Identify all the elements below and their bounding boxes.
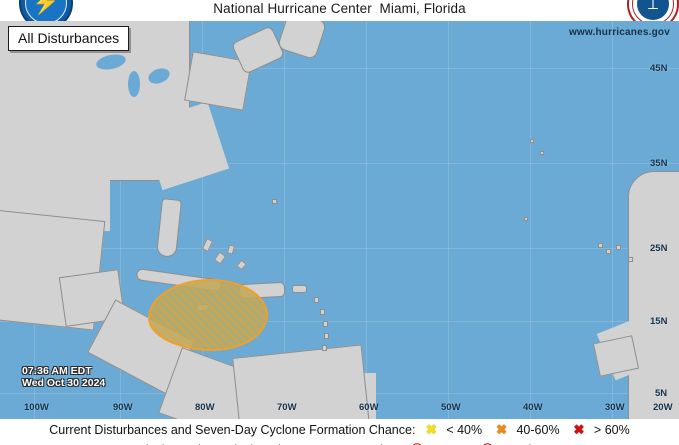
timestamp-time: 07:36 AM EDT: [22, 365, 92, 377]
disturbance-area-caribbean[interactable]: [148, 279, 268, 351]
landmass-antilles-3: [323, 321, 328, 327]
gridline-lat-45n: [0, 68, 679, 69]
depression-dot-icon: ●: [316, 443, 324, 445]
landmass-bahamas-1: [201, 238, 214, 252]
gridline-lon-40w: [530, 21, 531, 419]
gridline-lat-35n: [0, 163, 679, 164]
landmass-azores-2: [530, 139, 534, 143]
lon-label-100w: 100W: [24, 402, 49, 413]
lat-label-5n: 5N: [655, 388, 668, 399]
lat-label-25n: 25N: [650, 243, 668, 254]
legend-bar: Current Disturbances and Seven-Day Cyclo…: [0, 419, 679, 445]
all-disturbances-label[interactable]: All Disturbances: [8, 26, 130, 51]
legend-row-cyclone-type: Tropical or Sub-Tropical Cyclone: ● Depr…: [0, 439, 679, 445]
gridline-lon-60w: [366, 21, 367, 419]
landmass-canary-1: [598, 243, 603, 248]
lon-label-20w: 20W: [653, 402, 673, 413]
storm-swirl-icon: ⦿: [411, 443, 424, 445]
hurricane-swirl-icon: ⦿: [481, 443, 494, 445]
lon-label-30w: 30W: [605, 402, 625, 413]
lon-label-90w: 90W: [113, 402, 133, 413]
landmass-bermuda: [272, 199, 277, 204]
lat-label-15n: 15N: [650, 316, 668, 327]
landmass-canary-2: [606, 249, 611, 254]
gridline-lon-30w: [612, 21, 613, 419]
lat-label-35n: 35N: [650, 158, 668, 169]
gridline-lat-25n: [0, 248, 679, 249]
map-canvas[interactable]: 100W 90W 80W 70W 60W 50W 40W 30W 20W 45N…: [0, 21, 679, 419]
gridline-lon-80w: [202, 21, 203, 419]
landmass-bahamas-2: [213, 251, 227, 265]
timestamp-date: Wed Oct 30 2024: [22, 377, 106, 389]
lon-label-40w: 40W: [523, 402, 543, 413]
page-title: National Hurricane Center Miami, Florida: [213, 1, 466, 16]
landmass-antilles-2: [320, 309, 325, 315]
lon-label-60w: 60W: [359, 402, 379, 413]
legend-label-gt60: > 60%: [593, 423, 630, 437]
landmass-puerto-rico: [292, 285, 307, 293]
landmass-bahamas-4: [236, 259, 247, 271]
legend-label-hurricane: Hurricane: [504, 443, 558, 445]
lon-label-70w: 70W: [277, 402, 297, 413]
landmass-venezuela-guyana: [232, 344, 370, 419]
landmass-bahamas-3: [226, 244, 236, 255]
landmass-azores-3: [540, 151, 544, 155]
site-url-label: www.hurricanes.gov: [568, 27, 670, 38]
landmass-antilles-1: [314, 297, 319, 303]
gridline-lon-50w: [448, 21, 449, 419]
lon-label-80w: 80W: [195, 402, 215, 413]
gridline-lon-90w: [120, 21, 121, 419]
seagull-icon: ⟂: [647, 0, 659, 14]
noaa-logo-disc: [637, 0, 669, 20]
landmass-antilles-4: [324, 333, 329, 339]
lat-label-45n: 45N: [650, 63, 668, 74]
legend-row2-prefix: Tropical or Sub-Tropical Cyclone:: [121, 443, 306, 445]
x-mark-red-icon: ✖: [573, 422, 585, 437]
legend-row-formation-chance: Current Disturbances and Seven-Day Cyclo…: [0, 422, 679, 438]
x-mark-orange-icon: ✖: [496, 422, 507, 437]
landmass-antilles-5: [322, 345, 327, 351]
landmass-azores-1: [524, 217, 528, 221]
gridline-lat-15n: [0, 321, 679, 322]
legend-label-storm: Storm: [434, 443, 467, 445]
legend-label-depression: Depression: [334, 443, 397, 445]
x-mark-yellow-icon: ✖: [425, 422, 437, 437]
lon-label-50w: 50W: [441, 402, 461, 413]
lightning-bolt-icon: ⚡: [32, 0, 60, 15]
landmass-canary-4: [628, 257, 633, 262]
legend-row1-prefix: Current Disturbances and Seven-Day Cyclo…: [49, 423, 416, 437]
legend-label-40to60: 40-60%: [516, 423, 560, 437]
timestamp-block: 07:36 AM EDT Wed Oct 30 2024: [22, 365, 105, 389]
landmass-africa: [628, 171, 679, 419]
landmass-canary-3: [616, 245, 621, 250]
lake-michigan: [128, 71, 140, 97]
legend-label-lt40: < 40%: [446, 423, 483, 437]
gridline-lon-70w: [284, 21, 285, 419]
header-bar: ⚡ National Hurricane Center Miami, Flori…: [0, 0, 679, 30]
